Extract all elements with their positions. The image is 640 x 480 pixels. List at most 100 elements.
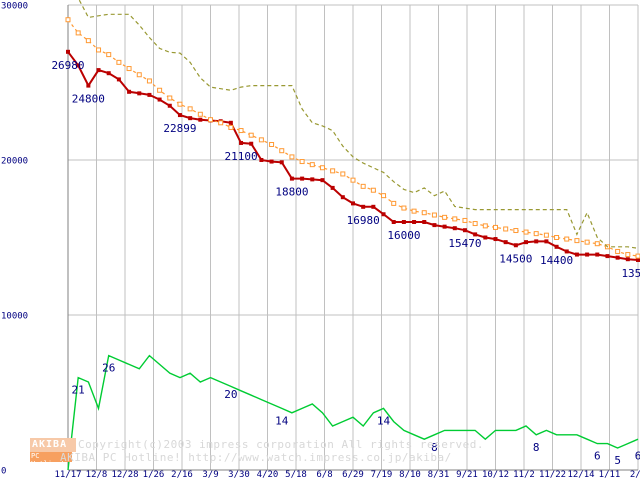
data-point-min-price <box>534 239 539 244</box>
data-point-avg-price <box>157 87 163 93</box>
x-axis-tick-label: 12/14 <box>567 470 594 480</box>
data-point-avg-price <box>625 252 631 258</box>
data-point-avg-price <box>503 226 509 232</box>
data-point-avg-price <box>197 111 203 117</box>
x-axis-tick-label: 2/1 <box>630 470 640 480</box>
data-label-min-price: 26980 <box>51 59 84 72</box>
data-point-min-price <box>137 91 142 96</box>
data-point-avg-price <box>75 30 81 36</box>
x-axis-tick-label: 4/20 <box>257 470 279 480</box>
data-point-min-price <box>554 244 559 249</box>
data-point-min-price <box>432 223 437 228</box>
data-point-avg-price <box>594 241 600 247</box>
data-point-avg-price <box>146 78 152 84</box>
data-label-shop-count: 6 <box>594 450 601 463</box>
data-point-avg-price <box>493 224 498 230</box>
data-point-min-price <box>462 228 467 233</box>
data-label-min-price: 15470 <box>448 237 481 250</box>
data-point-min-price <box>259 158 264 162</box>
data-point-min-price <box>320 178 325 183</box>
data-point-min-price <box>585 252 590 257</box>
data-point-avg-price <box>126 66 132 72</box>
x-axis-tick-label: 7/19 <box>371 470 393 480</box>
data-point-min-price <box>503 240 508 245</box>
data-point-min-price <box>300 176 305 181</box>
data-point-avg-price <box>350 177 356 183</box>
data-label-min-price: 24800 <box>72 93 105 106</box>
data-point-min-price <box>524 240 529 245</box>
data-label-shop-count: 8 <box>533 441 540 454</box>
data-point-avg-price <box>442 214 448 220</box>
data-point-min-price <box>167 103 172 108</box>
data-point-avg-price <box>523 229 529 235</box>
x-axis-tick-label: 8/31 <box>428 470 450 480</box>
data-label-min-price: 18800 <box>275 186 308 199</box>
data-point-min-price <box>228 120 233 125</box>
data-point-avg-price <box>381 193 387 199</box>
data-point-avg-price <box>411 208 417 214</box>
data-label-shop-count: 14 <box>275 414 289 427</box>
y-axis-tick-label: 20000 <box>1 157 28 167</box>
data-point-min-price <box>106 71 111 76</box>
data-point-min-price <box>310 177 315 182</box>
data-point-avg-price <box>360 183 366 189</box>
data-point-avg-price <box>228 124 234 130</box>
y-axis-tick-label: 10000 <box>1 312 28 322</box>
data-point-avg-price <box>513 228 519 234</box>
data-point-min-price <box>595 252 600 257</box>
series-line-shop-count <box>67 354 639 471</box>
data-point-avg-price <box>116 59 122 65</box>
data-point-min-price <box>422 220 427 224</box>
data-point-avg-price <box>543 232 549 238</box>
data-point-min-price <box>564 249 569 254</box>
data-point-avg-price <box>421 210 427 216</box>
data-point-min-price <box>86 83 91 88</box>
data-point-avg-price <box>401 205 407 211</box>
data-point-min-price <box>483 235 488 240</box>
data-point-min-price <box>76 63 81 68</box>
data-label-shop-count: 21 <box>72 384 85 397</box>
data-label-min-price: 13550 <box>621 267 640 280</box>
data-point-min-price <box>452 226 457 231</box>
data-point-min-price <box>157 97 162 102</box>
x-axis-tick-label: 2/16 <box>171 470 193 480</box>
data-point-min-price <box>493 237 498 242</box>
data-point-avg-price <box>96 47 102 53</box>
x-axis-tick-label: 11/22 <box>539 470 566 480</box>
data-point-avg-price <box>167 95 173 101</box>
data-label-min-price: 21100 <box>224 150 257 163</box>
data-point-min-price <box>96 68 101 73</box>
x-axis-tick-label: 10/12 <box>482 470 509 480</box>
data-point-min-price <box>605 254 610 259</box>
data-point-avg-price <box>269 142 275 147</box>
data-point-avg-price <box>391 200 397 206</box>
data-point-min-price <box>279 160 284 165</box>
data-point-avg-price <box>289 154 295 160</box>
data-label-min-price: 16000 <box>387 229 420 242</box>
x-axis-tick-label: 12/8 <box>86 470 108 480</box>
data-label-shop-count: 8 <box>431 441 438 454</box>
data-point-min-price <box>116 77 121 82</box>
x-axis-tick-label: 5/18 <box>285 470 307 480</box>
data-point-avg-price <box>462 217 468 223</box>
data-point-avg-price <box>330 168 336 174</box>
data-point-min-price <box>574 252 579 257</box>
x-axis-tick-label: 3/9 <box>202 470 218 480</box>
data-label-min-price: 16980 <box>347 214 380 227</box>
data-point-avg-price <box>574 238 580 244</box>
data-label-shop-count: 20 <box>224 388 237 401</box>
data-point-avg-price <box>615 248 621 254</box>
data-point-min-price <box>442 224 447 229</box>
data-point-min-price <box>249 141 254 146</box>
data-label-shop-count: 5 <box>614 454 621 467</box>
data-point-avg-price <box>482 223 488 229</box>
data-point-avg-price <box>85 38 91 44</box>
data-label-shop-count: 14 <box>377 414 391 427</box>
x-axis-tick-label: 1/26 <box>143 470 165 480</box>
data-point-min-price <box>412 220 417 224</box>
data-point-avg-price <box>370 187 376 193</box>
data-point-avg-price <box>258 137 264 143</box>
data-point-min-price <box>625 257 630 262</box>
